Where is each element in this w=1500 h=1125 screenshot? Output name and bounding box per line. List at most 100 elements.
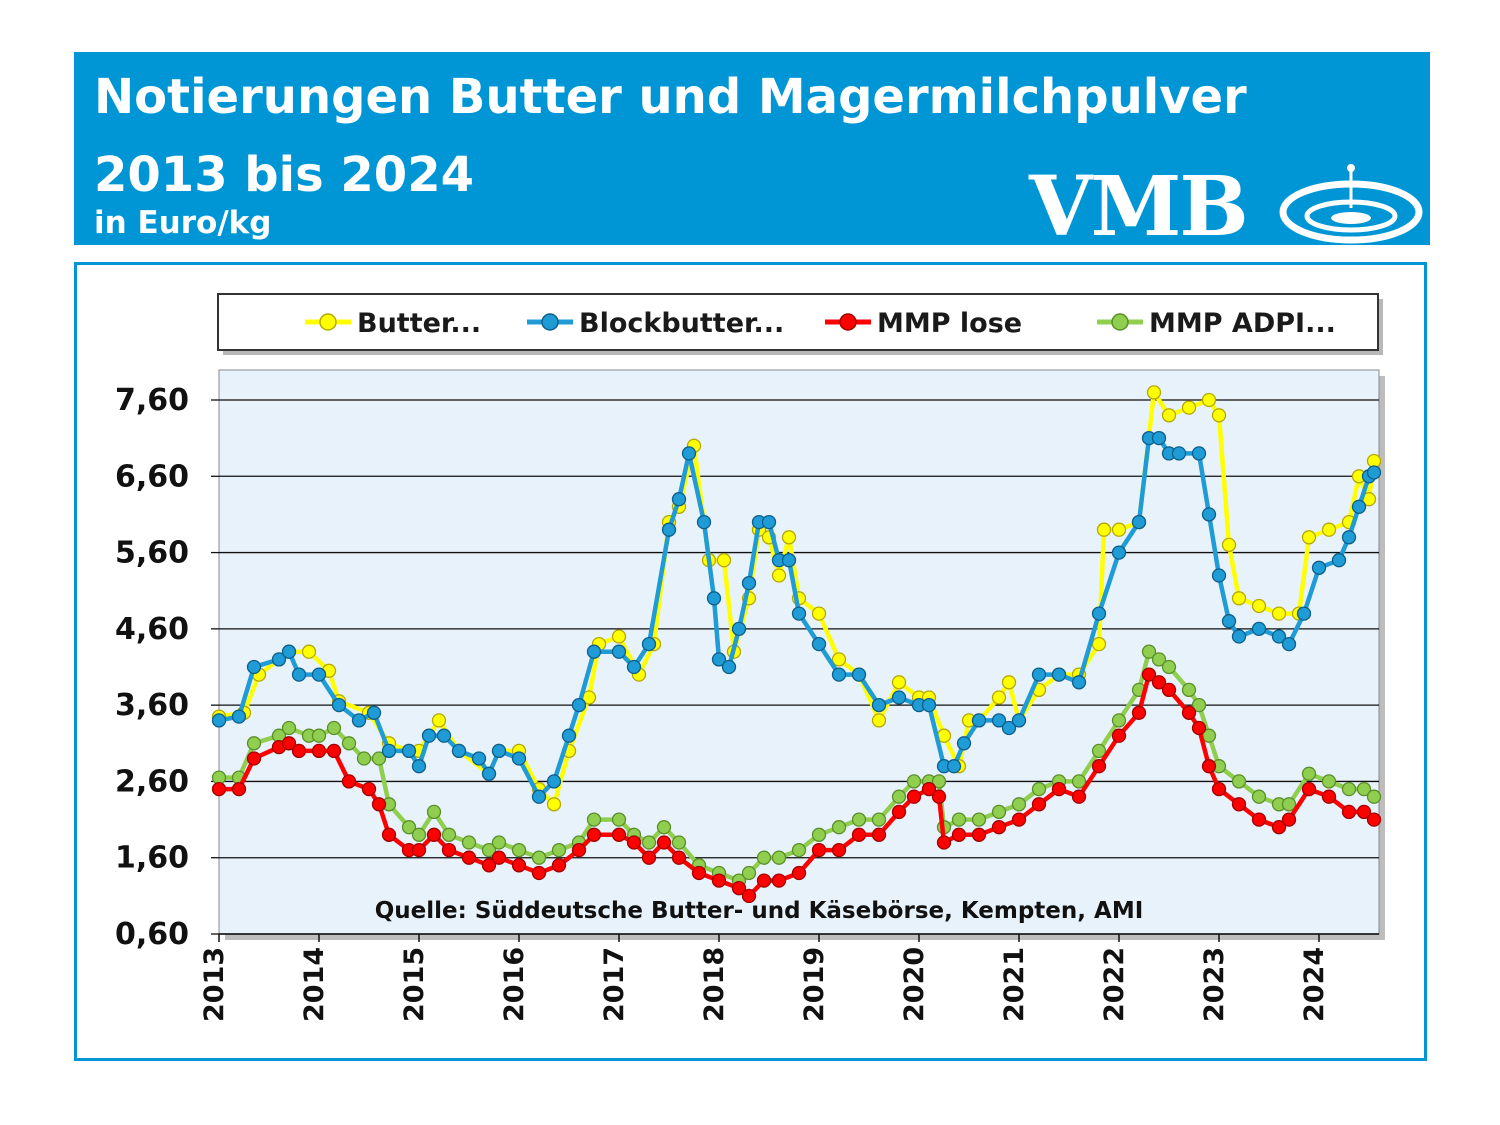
data-point <box>1191 720 1207 736</box>
legend-marker-3 <box>1111 313 1129 331</box>
data-point <box>811 842 827 858</box>
data-point <box>231 709 247 724</box>
data-point <box>906 774 922 789</box>
data-point <box>1091 759 1107 774</box>
data-point <box>1091 743 1107 759</box>
data-point <box>1091 606 1107 621</box>
data-point <box>1341 804 1357 820</box>
data-point <box>791 865 807 881</box>
data-point <box>656 820 672 835</box>
data-point <box>1201 507 1217 522</box>
data-point <box>1151 675 1167 690</box>
legend-box <box>217 293 1379 351</box>
source-note: Quelle: Süddeutsche Butter- und Käsebörs… <box>375 898 1144 924</box>
data-point <box>1366 789 1382 804</box>
data-point <box>311 743 327 759</box>
data-point <box>771 568 787 583</box>
data-point <box>1001 675 1017 690</box>
data-point <box>1051 667 1067 682</box>
data-point <box>1071 789 1087 804</box>
data-point <box>281 736 297 751</box>
data-point <box>281 644 297 659</box>
data-point <box>1321 774 1337 789</box>
legend-marker-2 <box>839 313 857 331</box>
data-point <box>971 713 987 728</box>
data-point <box>1211 781 1227 797</box>
data-point <box>1251 621 1267 637</box>
data-point <box>381 743 397 759</box>
data-point <box>326 720 342 736</box>
data-point <box>1296 606 1312 621</box>
unit-label: in Euro/kg <box>94 205 272 241</box>
data-point <box>641 835 657 850</box>
data-point <box>491 850 507 865</box>
data-point <box>706 591 722 606</box>
data-point <box>936 835 952 850</box>
data-point <box>871 827 887 842</box>
data-point <box>246 736 262 751</box>
data-point <box>831 652 847 667</box>
data-point <box>1011 812 1027 827</box>
logo-text: VMB <box>1029 159 1249 246</box>
data-point <box>831 842 847 858</box>
data-point <box>1251 598 1267 614</box>
y-tick-label: 1,60 <box>115 841 189 876</box>
data-point <box>1111 728 1127 743</box>
data-point <box>756 873 772 888</box>
data-point <box>586 827 602 842</box>
data-point <box>371 751 387 766</box>
series-1 <box>211 430 1382 804</box>
data-point <box>921 697 937 713</box>
data-point <box>351 713 367 728</box>
data-point <box>401 820 417 835</box>
data-point <box>871 697 887 713</box>
x-tick-label: 2024 <box>1299 947 1330 1022</box>
plot-background <box>218 369 1380 935</box>
data-point <box>421 728 437 743</box>
data-point <box>1341 530 1357 545</box>
data-point <box>1311 560 1327 575</box>
data-point <box>1071 774 1087 789</box>
data-point <box>871 713 887 728</box>
data-point <box>611 629 627 644</box>
data-point <box>1001 720 1017 736</box>
data-point <box>411 759 427 774</box>
y-tick-label: 6,60 <box>115 459 189 494</box>
chart-frame: Butter... Blockbutter... MMP lose MMP ADPI.… <box>74 262 1427 1061</box>
data-point <box>1141 644 1157 659</box>
data-point <box>951 827 967 842</box>
data-point <box>991 820 1007 835</box>
data-point <box>1201 392 1217 408</box>
data-point <box>931 789 947 804</box>
data-point <box>1366 465 1382 480</box>
data-point <box>741 888 757 904</box>
data-point <box>1191 446 1207 461</box>
x-tick-label: 2018 <box>699 947 730 1022</box>
data-point <box>211 713 227 728</box>
data-point <box>271 652 287 667</box>
data-point <box>1231 774 1247 789</box>
data-point <box>811 827 827 842</box>
data-point <box>1231 591 1247 606</box>
data-point <box>246 751 262 766</box>
data-point <box>851 667 867 682</box>
data-point <box>1321 522 1337 537</box>
data-point <box>721 659 737 675</box>
data-point <box>641 850 657 865</box>
data-point <box>921 781 937 797</box>
logo-swirl-icon <box>1279 164 1423 244</box>
data-point <box>1151 430 1167 446</box>
data-point <box>1111 545 1127 560</box>
data-point <box>741 865 757 881</box>
data-point <box>1356 804 1372 820</box>
data-point <box>1341 781 1357 797</box>
data-point <box>681 446 697 461</box>
data-point <box>761 514 777 530</box>
data-point <box>946 759 962 774</box>
data-point <box>1231 797 1247 812</box>
data-point <box>1191 697 1207 713</box>
data-point <box>356 751 372 766</box>
data-point <box>511 858 527 873</box>
data-point <box>1251 812 1267 827</box>
data-point <box>441 842 457 858</box>
